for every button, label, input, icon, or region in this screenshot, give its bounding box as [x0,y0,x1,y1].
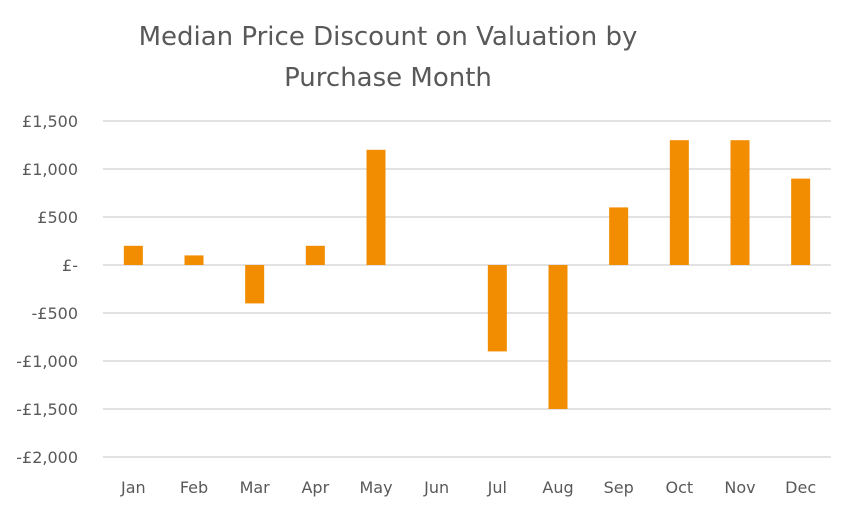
bar-jan [123,245,143,265]
y-tick-label: -£500 [32,304,79,323]
chart-title-line-2: Purchase Month [284,63,492,93]
x-tick-label: Oct [665,478,693,497]
y-tick-label: £1,500 [22,112,78,131]
chart-title-line-1: Median Price Discount on Valuation by [139,22,638,52]
bar-may [366,149,386,265]
x-tick-label: Feb [180,478,208,497]
x-tick-label: Dec [785,478,816,497]
y-tick-label: £- [62,256,78,275]
x-tick-label: Nov [724,478,755,497]
x-tick-label: Sep [604,478,634,497]
bar-jul [487,265,507,352]
x-tick-label: May [359,478,392,497]
x-tick-label: Jan [120,478,146,497]
y-tick-label: £500 [37,208,78,227]
x-tick-label: Jul [487,478,507,497]
bar-aug [548,265,568,409]
x-tick-label: Aug [542,478,573,497]
x-tick-label: Apr [301,478,329,497]
bar-sep [609,207,629,265]
y-tick-label: -£1,500 [16,400,78,419]
bar-nov [730,140,750,265]
x-tick-label: Jun [423,478,449,497]
bar-oct [669,140,689,265]
bar-dec [791,178,811,265]
x-tick-label: Mar [240,478,271,497]
y-tick-label: -£1,000 [16,352,78,371]
bar-mar [245,265,265,304]
bar-apr [305,245,325,265]
bar-feb [184,255,204,265]
y-tick-label: £1,000 [22,160,78,179]
y-tick-label: -£2,000 [16,448,78,467]
